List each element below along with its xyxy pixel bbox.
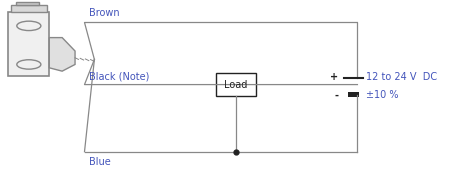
Bar bbox=[347, 92, 359, 97]
Text: +: + bbox=[330, 72, 338, 82]
Text: 12 to 24 V  DC: 12 to 24 V DC bbox=[366, 72, 437, 82]
Polygon shape bbox=[49, 38, 75, 71]
Bar bbox=[9, 12, 49, 76]
Bar bbox=[11, 5, 47, 12]
Text: Load: Load bbox=[224, 80, 248, 90]
Text: ±10 %: ±10 % bbox=[366, 90, 399, 100]
Text: -: - bbox=[334, 90, 338, 100]
Bar bbox=[216, 73, 256, 96]
Text: Brown: Brown bbox=[89, 8, 119, 18]
Text: Blue: Blue bbox=[89, 157, 111, 167]
Text: Black (Note): Black (Note) bbox=[89, 71, 149, 81]
Bar bbox=[16, 2, 39, 5]
